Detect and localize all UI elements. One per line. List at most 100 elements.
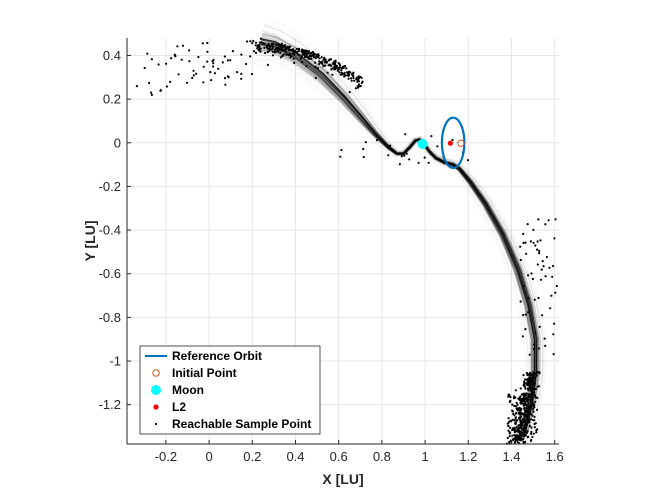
sample-point	[531, 393, 535, 396]
trajectory-line-faint	[257, 63, 526, 435]
y-tick-label: 0	[114, 135, 121, 150]
sample-point	[223, 77, 227, 80]
sample-point	[334, 64, 338, 67]
sample-point	[295, 47, 298, 51]
sample-point	[351, 72, 354, 75]
trajectory-line	[259, 50, 533, 439]
sample-point	[288, 52, 291, 55]
trajectory-line	[262, 33, 540, 442]
sample-point	[532, 410, 535, 413]
sample-point	[533, 419, 536, 422]
sample-point	[525, 252, 528, 255]
initial-point-marker	[457, 139, 465, 147]
sample-point	[510, 420, 513, 423]
sample-point	[513, 419, 516, 422]
y-tick-label: 0.4	[103, 48, 121, 63]
trajectory-line-faint	[263, 24, 544, 444]
trajectory-line-faint	[263, 24, 544, 444]
sample-point	[522, 232, 525, 235]
y-axis-label: Y [LU]	[82, 221, 98, 262]
trajectory-line-faint	[264, 18, 546, 446]
sample-point	[213, 72, 216, 75]
sample-point	[527, 421, 530, 424]
trajectory-line-faint	[259, 51, 532, 438]
sample-point	[345, 67, 348, 70]
trajectory-line	[261, 39, 538, 441]
sample-point	[188, 49, 191, 52]
sample-point	[526, 436, 530, 439]
trajectory-line-faint	[259, 47, 534, 439]
sample-point	[520, 420, 524, 423]
sample-point	[524, 403, 527, 406]
sample-point	[301, 48, 304, 51]
x-tick-label: 1.4	[502, 449, 520, 464]
sample-point	[523, 393, 526, 396]
trajectory-line	[261, 38, 538, 441]
x-tick-label: 0.4	[286, 449, 304, 464]
sample-point	[519, 300, 522, 303]
sample-point	[335, 66, 338, 69]
sample-point	[538, 249, 541, 252]
sample-point	[522, 313, 525, 317]
sample-point	[533, 404, 536, 407]
trajectory-line	[261, 37, 538, 442]
sample-point	[522, 403, 525, 406]
sample-point	[311, 50, 314, 54]
sample-point	[514, 417, 517, 420]
sample-point	[170, 57, 173, 60]
trajectory-line-faint	[261, 40, 537, 441]
trajectory-line	[260, 47, 534, 440]
sample-point	[309, 52, 313, 55]
sample-point	[507, 421, 510, 424]
sample-point	[532, 377, 536, 380]
sample-point	[285, 50, 288, 54]
sample-point	[529, 378, 532, 381]
sample-point	[524, 378, 527, 381]
sample-point	[221, 61, 224, 64]
sample-point	[515, 408, 519, 411]
sample-point	[537, 347, 541, 350]
sample-point	[272, 43, 275, 46]
trajectory-line	[259, 50, 533, 439]
sample-point	[212, 62, 215, 65]
sample-point	[350, 79, 353, 82]
sample-point	[534, 395, 537, 398]
sample-point	[279, 56, 282, 59]
trajectory-line-faint	[258, 58, 529, 437]
trajectory-line	[259, 47, 534, 439]
sample-point	[259, 47, 262, 50]
sample-point	[534, 331, 537, 334]
sample-point	[535, 431, 538, 434]
sample-point	[257, 45, 261, 49]
sample-point	[308, 57, 311, 60]
trajectory-line	[259, 48, 533, 439]
sample-point	[551, 275, 554, 278]
trajectory-line	[260, 44, 535, 440]
sample-point	[266, 47, 269, 50]
sample-point	[268, 44, 271, 47]
sample-point	[523, 407, 526, 410]
sample-point	[533, 393, 537, 397]
trajectory-line-faint	[262, 34, 539, 442]
sample-point	[292, 51, 295, 54]
sample-point	[302, 53, 305, 56]
trajectory-line-faint	[259, 52, 531, 438]
trajectory-line	[262, 33, 540, 442]
trajectory-line	[260, 43, 535, 440]
sample-point	[300, 55, 303, 58]
sample-point	[545, 255, 549, 259]
sample-point	[334, 68, 337, 71]
trajectory-line-faint	[263, 28, 542, 443]
sample-point	[526, 382, 529, 385]
sample-point	[511, 438, 515, 441]
sample-point	[307, 52, 310, 55]
trajectory-line	[262, 33, 540, 442]
sample-point	[519, 258, 522, 262]
sample-point	[279, 51, 282, 55]
sample-point	[519, 413, 522, 416]
trajectory-line-faint	[262, 30, 541, 443]
sample-point	[169, 80, 172, 83]
sample-point	[531, 414, 534, 417]
trajectory-line-faint	[260, 46, 534, 439]
sample-point	[206, 41, 209, 45]
